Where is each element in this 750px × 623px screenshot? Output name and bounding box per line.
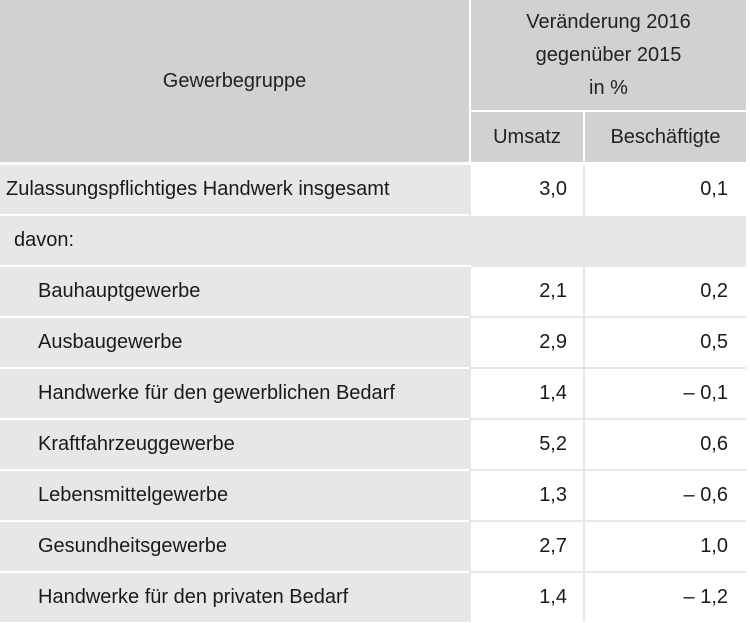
row-label: Handwerke für den gewerblichen Bedarf	[0, 367, 470, 419]
table-row-davon: davon:	[0, 214, 746, 266]
row-label: Handwerke für den privaten Bedarf	[0, 571, 470, 622]
header-change-line1: Veränderung 2016	[526, 10, 691, 33]
table-row-total: Zulassungspflichtiges Handwerk insgesamt…	[0, 162, 746, 215]
davon-label: davon:	[0, 214, 746, 266]
row-umsatz: 2,1	[469, 265, 584, 317]
header-change-line3: in %	[589, 76, 628, 99]
table-row: Kraftfahrzeuggewerbe 5,2 0,6	[0, 418, 746, 470]
row-beschaeftigte: – 1,2	[583, 571, 746, 622]
table-row: Handwerke für den privaten Bedarf 1,4 – …	[0, 571, 746, 622]
header-change-period: Veränderung 2016 gegenüber 2015 in %	[469, 0, 746, 111]
row-label: Bauhauptgewerbe	[0, 265, 470, 317]
row-umsatz: 1,3	[469, 469, 584, 521]
row-label: Ausbaugewerbe	[0, 316, 470, 368]
header-change-line2: gegenüber 2015	[535, 43, 682, 66]
row-umsatz: 2,7	[469, 520, 584, 572]
header-gewerbegruppe: Gewerbegruppe	[0, 0, 470, 164]
table-row: Handwerke für den gewerblichen Bedarf 1,…	[0, 367, 746, 419]
table-row: Ausbaugewerbe 2,9 0,5	[0, 316, 746, 368]
row-beschaeftigte: 0,5	[583, 316, 746, 368]
row-beschaeftigte: 0,6	[583, 418, 746, 470]
table-row: Lebensmittelgewerbe 1,3 – 0,6	[0, 469, 746, 521]
header-umsatz: Umsatz	[469, 110, 584, 164]
row-umsatz: 5,2	[469, 418, 584, 470]
row-label: Gesundheitsgewerbe	[0, 520, 470, 572]
row-beschaeftigte: 0,2	[583, 265, 746, 317]
row-label: Zulassungspflichtiges Handwerk insgesamt	[0, 162, 470, 215]
row-beschaeftigte: – 0,6	[583, 469, 746, 521]
header-beschaeftigte: Beschäftigte	[583, 110, 746, 164]
row-beschaeftigte: – 0,1	[583, 367, 746, 419]
table-row: Bauhauptgewerbe 2,1 0,2	[0, 265, 746, 317]
row-umsatz: 2,9	[469, 316, 584, 368]
row-umsatz: 1,4	[469, 571, 584, 622]
row-umsatz: 3,0	[469, 162, 584, 215]
row-beschaeftigte: 1,0	[583, 520, 746, 572]
row-label: Kraftfahrzeuggewerbe	[0, 418, 470, 470]
row-umsatz: 1,4	[469, 367, 584, 419]
table-row: Gesundheitsgewerbe 2,7 1,0	[0, 520, 746, 572]
row-beschaeftigte: 0,1	[583, 162, 746, 215]
row-label: Lebensmittelgewerbe	[0, 469, 470, 521]
